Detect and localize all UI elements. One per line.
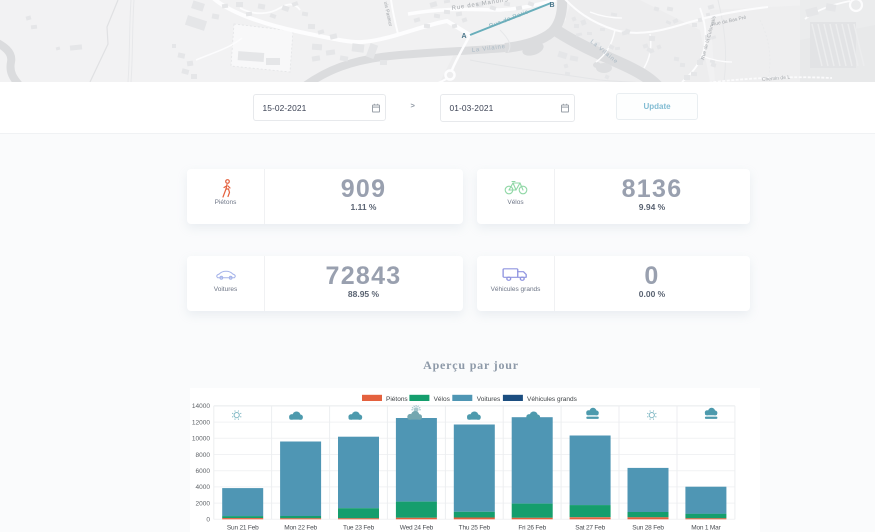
svg-text:8000: 8000: [196, 452, 211, 459]
svg-text:Rue des Manoirs: Rue des Manoirs: [451, 0, 509, 12]
svg-text:Sun 28 Feb: Sun 28 Feb: [632, 525, 664, 532]
svg-text:Tue 23 Feb: Tue 23 Feb: [343, 525, 375, 532]
svg-text:12000: 12000: [192, 419, 210, 426]
svg-text:Sun 21 Feb: Sun 21 Feb: [227, 525, 259, 532]
svg-text:A: A: [461, 33, 466, 40]
svg-text:Vélos: Vélos: [434, 396, 451, 403]
svg-text:La Vilaine: La Vilaine: [472, 44, 507, 54]
svg-text:Thu 25 Feb: Thu 25 Feb: [459, 525, 491, 532]
svg-text:Sat 27 Feb: Sat 27 Feb: [575, 525, 605, 532]
svg-text:Chemin de L: Chemin de L: [762, 75, 791, 82]
svg-text:Piétons: Piétons: [386, 396, 408, 403]
svg-text:Mon 22 Feb: Mon 22 Feb: [284, 525, 317, 532]
svg-text:Voitures: Voitures: [477, 396, 501, 403]
svg-text:Fri 26 Feb: Fri 26 Feb: [518, 525, 546, 532]
svg-text:0: 0: [206, 517, 210, 524]
svg-text:6000: 6000: [196, 468, 211, 475]
svg-text:14000: 14000: [192, 403, 210, 410]
svg-text:Mon 1 Mar: Mon 1 Mar: [691, 525, 721, 532]
svg-text:10000: 10000: [192, 436, 210, 443]
svg-text:Véhicules grands: Véhicules grands: [527, 396, 578, 403]
svg-text:B: B: [549, 2, 554, 9]
svg-text:2000: 2000: [196, 500, 211, 507]
svg-text:4000: 4000: [196, 484, 211, 491]
svg-text:Wed 24 Feb: Wed 24 Feb: [400, 525, 434, 532]
svg-text:uis Pasteur: uis Pasteur: [382, 1, 393, 27]
